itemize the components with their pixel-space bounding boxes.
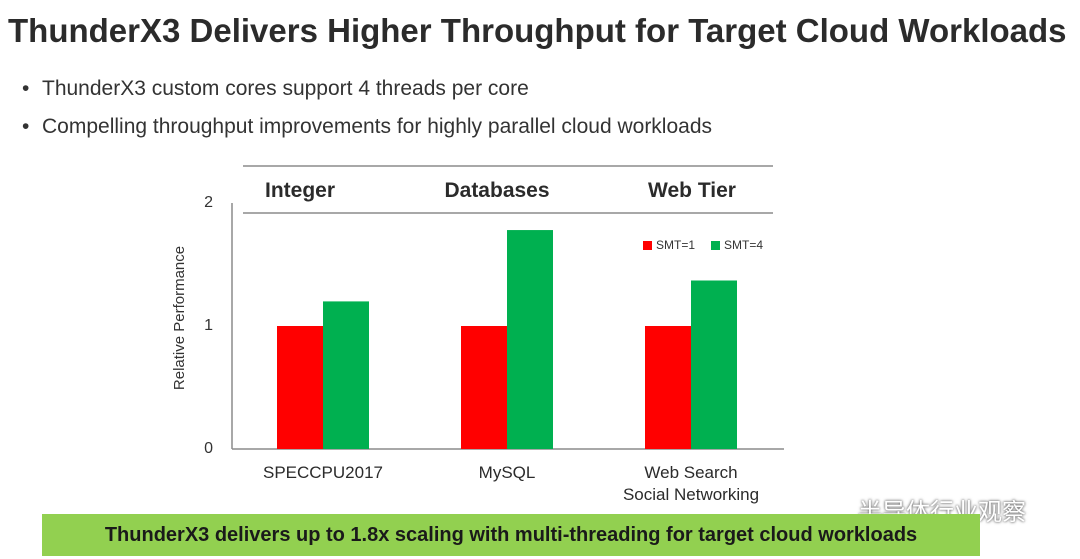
bullet-glyph: • — [22, 77, 30, 100]
summary-banner: ThunderX3 delivers up to 1.8x scaling wi… — [42, 514, 980, 556]
legend-label: SMT=1 — [656, 238, 695, 252]
slide-title: ThunderX3 Delivers Higher Throughput for… — [8, 12, 1067, 49]
bar-smt1-2 — [461, 326, 507, 449]
y-tick-label: 1 — [204, 317, 213, 334]
bar-smt1-3 — [645, 326, 691, 449]
group-header-databases: Databases — [444, 179, 549, 202]
bar-smt4-1 — [323, 301, 369, 449]
bullet-glyph: • — [22, 115, 30, 138]
group-header-integer: Integer — [265, 179, 335, 202]
legend-swatch-smt1 — [643, 241, 652, 250]
y-axis-label: Relative Performance — [171, 246, 188, 390]
bar-smt4-3 — [691, 280, 737, 449]
bar-smt1-1 — [277, 326, 323, 449]
bullet-item: • Compelling throughput improvements for … — [22, 112, 712, 150]
bar-smt4-2 — [507, 230, 553, 449]
y-tick-label: 0 — [204, 440, 213, 457]
x-tick-label: Social Networking — [623, 485, 759, 504]
y-tick-label: 2 — [204, 194, 213, 211]
x-tick-label: SPECCPU2017 — [263, 463, 383, 482]
legend-label: SMT=4 — [724, 238, 763, 252]
x-tick-label: Web Search — [644, 463, 737, 482]
group-header-web-tier: Web Tier — [648, 179, 736, 202]
bullet-text: ThunderX3 custom cores support 4 threads… — [42, 77, 529, 100]
bullet-text: Compelling throughput improvements for h… — [42, 115, 713, 138]
summary-banner-text: ThunderX3 delivers up to 1.8x scaling wi… — [104, 523, 918, 546]
bullet-item: • ThunderX3 custom cores support 4 thread… — [22, 74, 712, 112]
bullet-list: • ThunderX3 custom cores support 4 thread… — [22, 74, 712, 150]
legend-swatch-smt4 — [711, 241, 720, 250]
x-tick-label: MySQL — [479, 463, 536, 482]
